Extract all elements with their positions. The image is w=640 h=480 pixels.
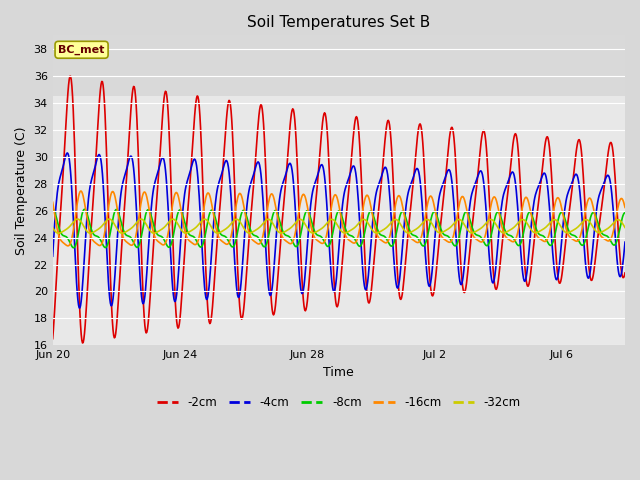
- Line: -8cm: -8cm: [52, 209, 625, 248]
- -2cm: [259, 106, 266, 112]
- -2cm: [289, 106, 296, 112]
- Line: -4cm: -4cm: [52, 153, 625, 308]
- -4cm: [76, 305, 84, 311]
- -8cm: [184, 229, 192, 235]
- -32cm: [185, 229, 193, 235]
- -2cm: [185, 198, 193, 204]
- -32cm: [49, 225, 56, 230]
- -4cm: [374, 182, 382, 188]
- -8cm: [512, 239, 520, 245]
- Text: BC_met: BC_met: [58, 45, 105, 55]
- -16cm: [374, 234, 382, 240]
- -2cm: [513, 132, 520, 138]
- -32cm: [74, 216, 82, 222]
- -16cm: [259, 236, 266, 241]
- -8cm: [69, 245, 77, 251]
- -32cm: [70, 218, 77, 224]
- -2cm: [49, 336, 56, 342]
- -32cm: [374, 229, 382, 235]
- -32cm: [513, 222, 520, 228]
- -32cm: [55, 230, 63, 236]
- -4cm: [63, 150, 71, 156]
- -4cm: [49, 253, 56, 259]
- Legend: -2cm, -4cm, -8cm, -16cm, -32cm: -2cm, -4cm, -8cm, -16cm, -32cm: [152, 392, 525, 414]
- -2cm: [79, 340, 86, 346]
- -8cm: [374, 227, 381, 233]
- -8cm: [288, 238, 296, 244]
- -16cm: [513, 235, 520, 241]
- -4cm: [70, 228, 77, 234]
- -2cm: [70, 123, 77, 129]
- -4cm: [513, 187, 520, 193]
- -16cm: [64, 243, 72, 249]
- -16cm: [49, 199, 56, 205]
- Y-axis label: Soil Temperature (C): Soil Temperature (C): [15, 126, 28, 254]
- -8cm: [49, 206, 56, 212]
- -4cm: [185, 174, 193, 180]
- -16cm: [621, 204, 629, 210]
- -16cm: [70, 224, 77, 230]
- Line: -16cm: -16cm: [52, 191, 625, 246]
- -16cm: [289, 239, 296, 245]
- Line: -2cm: -2cm: [52, 76, 625, 343]
- -4cm: [289, 172, 296, 178]
- -8cm: [258, 240, 266, 246]
- Title: Soil Temperatures Set B: Soil Temperatures Set B: [247, 15, 431, 30]
- -16cm: [77, 188, 85, 194]
- -8cm: [621, 210, 629, 216]
- -2cm: [374, 211, 382, 216]
- -2cm: [66, 73, 74, 79]
- -32cm: [621, 225, 629, 230]
- -4cm: [259, 186, 266, 192]
- -32cm: [259, 222, 266, 228]
- -32cm: [289, 223, 296, 229]
- -8cm: [70, 245, 77, 251]
- -16cm: [185, 237, 193, 243]
- Bar: [52, 36, 625, 96]
- X-axis label: Time: Time: [323, 366, 354, 379]
- Line: -32cm: -32cm: [52, 219, 625, 233]
- -4cm: [621, 239, 629, 245]
- -2cm: [621, 270, 629, 276]
